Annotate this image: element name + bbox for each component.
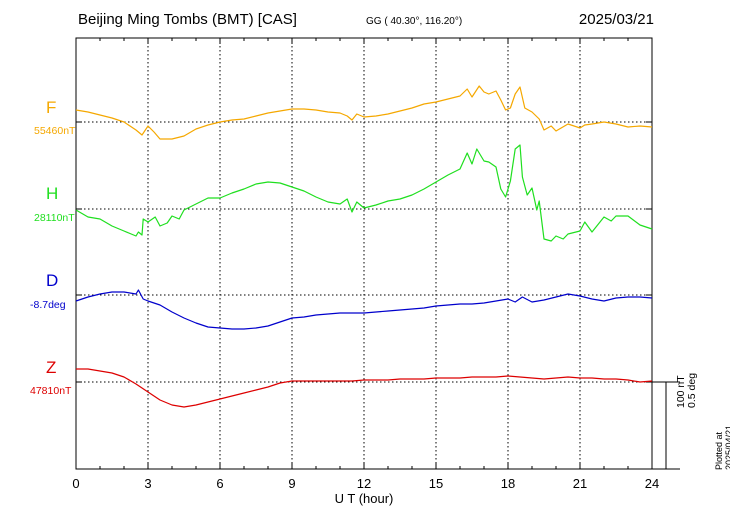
station-coordinates: GG ( 40.30°, 116.20°) (366, 16, 463, 27)
channel-baseline-z: 47810nT (30, 385, 72, 397)
plotted-timestamp: Plotted at 2025/04/21 00:44 UT (714, 424, 730, 470)
channel-baseline-f: 55460nT (34, 125, 76, 137)
channel-letter-f: F (46, 98, 57, 117)
series-line-h (75, 144, 653, 242)
x-tick-label: 12 (356, 476, 372, 491)
channel-baseline-h: 28110nT (34, 212, 75, 224)
chart-date: 2025/03/21 (578, 11, 654, 28)
x-tick-label: 15 (428, 476, 444, 491)
scale-note: 100 nT 0.5 deg (675, 372, 698, 408)
scale-note-deg: 0.5 deg (686, 372, 698, 408)
channel-baseline-d: -8.7deg (30, 299, 66, 311)
x-tick-label: 3 (144, 476, 152, 491)
series-line-d (75, 289, 653, 330)
channel-letter-d: D (46, 271, 59, 290)
x-tick-label: 6 (216, 476, 224, 491)
x-tick-label: 9 (288, 476, 296, 491)
x-tick-label: 18 (500, 476, 516, 491)
series-line-z (76, 368, 653, 408)
x-tick-label: 0 (72, 476, 80, 491)
chart-title: Beijing Ming Tombs (BMT) [CAS] (78, 11, 297, 28)
x-axis-label: U T (hour) (334, 491, 394, 506)
channel-letter-z: Z (46, 358, 57, 377)
x-tick-label: 24 (644, 476, 660, 491)
channel-letter-h: H (46, 184, 59, 203)
x-tick-label: 21 (572, 476, 588, 491)
series-line-f (75, 85, 653, 140)
